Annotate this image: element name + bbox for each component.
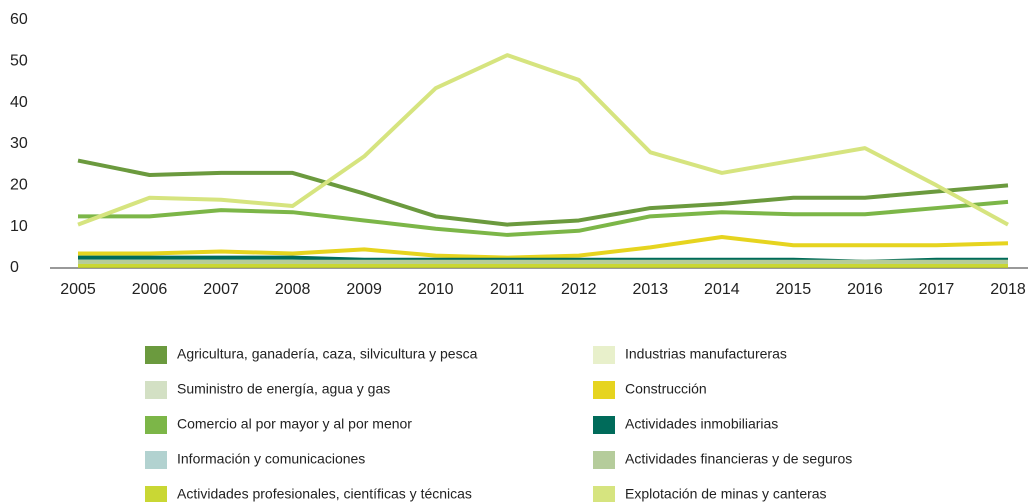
x-tick-label: 2006 — [132, 281, 168, 298]
legend-swatch — [593, 416, 615, 434]
y-tick-label: 10 — [10, 218, 28, 235]
legend-swatch — [593, 486, 615, 502]
series-line — [78, 235, 1009, 260]
series-line — [77, 53, 1009, 227]
legend-label: Construcción — [625, 381, 707, 397]
legend-label: Industrias manufactureras — [625, 346, 787, 362]
legend-label: Comercio al por mayor y al por menor — [177, 416, 412, 432]
x-tick-label: 2017 — [919, 281, 955, 298]
legend-label: Información y comunicaciones — [177, 451, 365, 467]
legend-swatch — [593, 381, 615, 399]
x-tick-label: 2015 — [776, 281, 812, 298]
y-tick-label: 60 — [10, 11, 28, 28]
y-tick-label: 40 — [10, 94, 28, 111]
legend-label: Actividades profesionales, científicas y… — [177, 486, 472, 502]
legend-swatch — [593, 451, 615, 469]
x-tick-label: 2005 — [60, 281, 96, 298]
x-tick-label: 2007 — [203, 281, 239, 298]
x-tick-label: 2014 — [704, 281, 740, 298]
legend-label: Actividades financieras y de seguros — [625, 451, 852, 467]
legend-label: Suministro de energía, agua y gas — [177, 381, 390, 397]
series-line — [78, 199, 1009, 237]
legend-swatch — [145, 346, 167, 364]
x-tick-label: 2016 — [847, 281, 883, 298]
x-tick-label: 2008 — [275, 281, 311, 298]
x-tick-label: 2012 — [561, 281, 597, 298]
y-tick-label: 50 — [10, 53, 28, 70]
legend-swatch — [593, 346, 615, 364]
y-tick-label: 30 — [10, 135, 28, 152]
legend-swatch — [145, 416, 167, 434]
y-tick-label: 20 — [10, 177, 28, 194]
legend-swatch — [145, 486, 167, 502]
x-tick-label: 2011 — [490, 281, 525, 298]
x-tick-label: 2013 — [633, 281, 669, 298]
x-tick-label: 2018 — [990, 281, 1026, 298]
x-tick-label: 2009 — [346, 281, 382, 298]
legend-label: Actividades inmobiliarias — [625, 416, 778, 432]
legend-label: Agricultura, ganadería, caza, silvicultu… — [177, 346, 478, 362]
y-tick-label: 0 — [10, 259, 19, 276]
legend-swatch — [145, 451, 167, 469]
legend-swatch — [145, 381, 167, 399]
legend-label: Explotación de minas y canteras — [625, 486, 827, 502]
x-tick-label: 2010 — [418, 281, 454, 298]
series-line — [77, 158, 1009, 227]
